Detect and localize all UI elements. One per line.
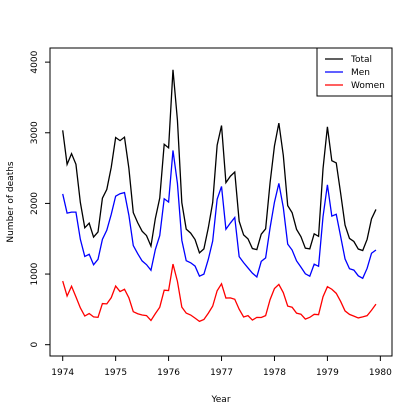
y-axis-label: Number of deaths — [6, 161, 16, 243]
y-tick-label: 2000 — [30, 192, 40, 215]
legend-label: Total — [350, 55, 372, 65]
y-tick-label: 1000 — [30, 262, 40, 285]
y-tick-label: 3000 — [30, 121, 40, 144]
x-tick-label: 1975 — [104, 368, 127, 378]
x-tick-label: 1976 — [157, 368, 180, 378]
legend-label: Women — [351, 81, 385, 91]
x-tick-label: 1979 — [316, 368, 339, 378]
y-tick-label: 0 — [30, 342, 40, 348]
y-tick-label: 4000 — [30, 50, 40, 73]
x-tick-label: 1980 — [369, 368, 392, 378]
series-line — [62, 150, 377, 280]
x-tick-label: 1974 — [51, 368, 74, 378]
series-line — [62, 69, 377, 255]
plot-frame — [49, 47, 393, 357]
x-axis-label: Year — [210, 395, 230, 405]
legend-label: Men — [351, 68, 370, 78]
x-tick-label: 1977 — [210, 368, 233, 378]
series-line — [62, 263, 377, 323]
x-tick-label: 1978 — [263, 368, 286, 378]
